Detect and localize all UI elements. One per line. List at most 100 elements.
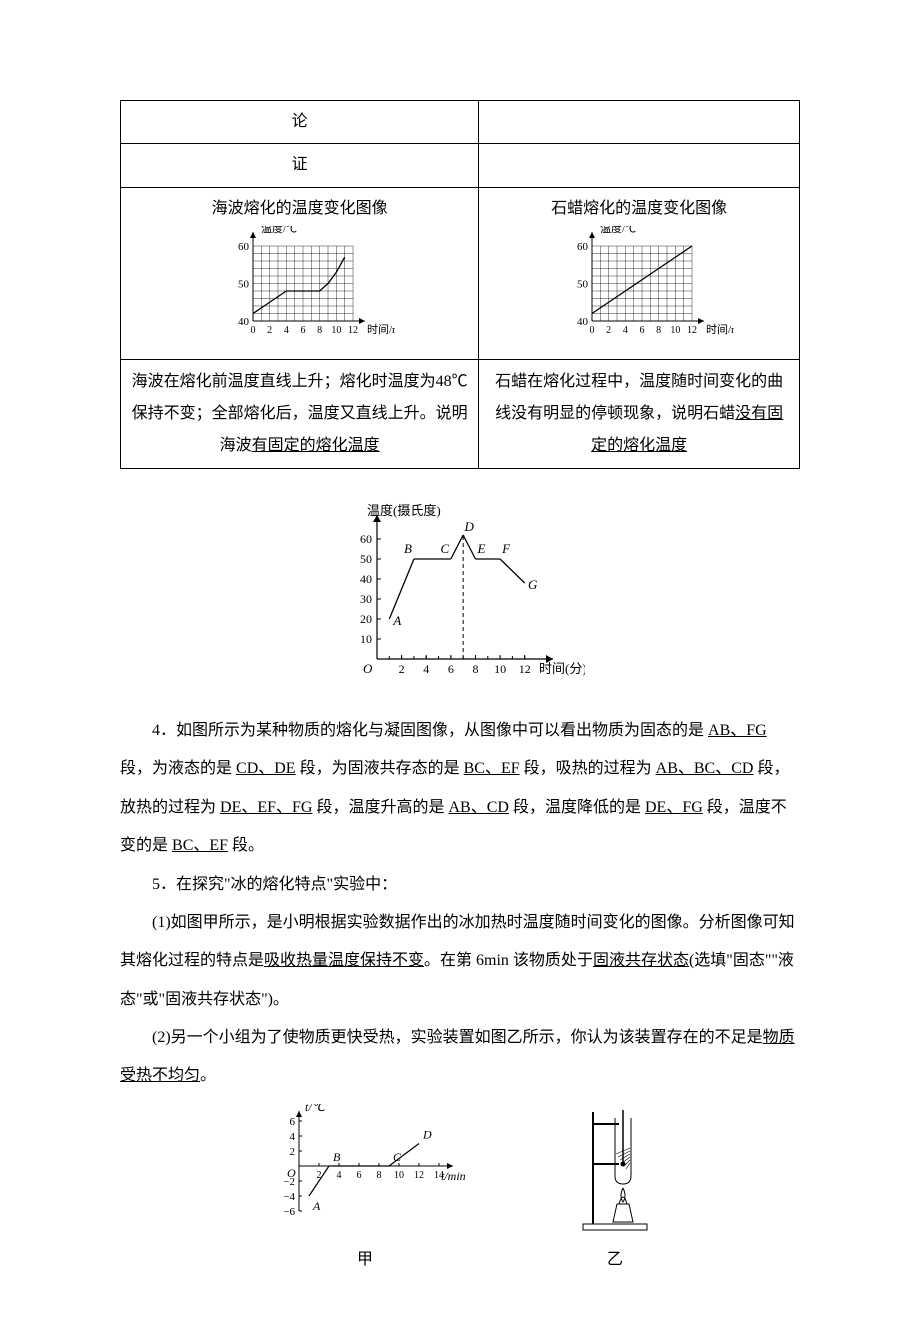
q4-para: 4．如图所示为某种物质的熔化与凝固图像，从图像中可以看出物质为固态的是 AB、F… [120,712,800,866]
svg-text:50: 50 [360,552,372,566]
chart2-cell: 石蜡熔化的温度变化图像 405060024681012温度/℃时间/min [479,187,800,359]
q4-t2: 段，为液态的是 [120,760,236,777]
svg-text:10: 10 [331,325,341,336]
svg-text:6: 6 [300,325,305,336]
q5-p1-ans1: 吸收热量温度保持不变 [264,952,424,969]
svg-text:40: 40 [360,572,372,586]
desc1-cell: 海波在熔化前温度直线上升；熔化时温度为48℃保持不变；全部熔化后，温度又直线上升… [121,359,479,468]
fig34-row: −6−4−22462468101214Ot/℃t/minABCD 甲 乙 [120,1104,800,1276]
svg-text:B: B [333,1150,341,1164]
svg-text:6: 6 [640,325,645,336]
fig3-svg: −6−4−22462468101214Ot/℃t/minABCD [265,1104,465,1234]
row-lun-left: 论 [121,101,479,144]
svg-text:D: D [463,519,474,534]
fig4-caption: 乙 [575,1245,655,1275]
q4-a7: DE、FG [645,799,703,816]
svg-text:2: 2 [290,1146,296,1158]
svg-text:A: A [312,1199,321,1213]
q4-a1: AB、FG [708,722,767,739]
svg-text:O: O [287,1166,296,1180]
svg-text:t/min: t/min [441,1169,465,1183]
svg-text:12: 12 [348,325,358,336]
q5-p1b: 。在第 6min 该物质处于 [424,952,593,969]
q4-a5: DE、EF、FG [220,799,312,816]
svg-text:60: 60 [577,241,589,253]
fig4-svg [575,1104,655,1234]
chart1-title: 海波熔化的温度变化图像 [129,194,470,224]
svg-text:40: 40 [577,316,589,328]
svg-text:4: 4 [623,325,628,336]
q4-a2: CD、DE [236,760,296,777]
comparison-table: 论 证 海波熔化的温度变化图像 405060024681012温度/℃时间/mi… [120,100,800,469]
svg-text:A: A [392,613,401,628]
svg-text:2: 2 [399,662,405,676]
svg-text:O: O [363,661,373,676]
svg-text:8: 8 [472,662,478,676]
q5-p2b: 。 [200,1067,216,1084]
svg-text:时间(分): 时间(分) [539,661,585,676]
q5-p2: (2)另一个小组为了使物质更快受热，实验装置如图乙所示，你认为该装置存在的不足是… [120,1019,800,1096]
svg-text:C: C [441,541,450,556]
svg-text:时间/min: 时间/min [367,323,395,336]
q4-t6: 段，温度升高的是 [312,799,448,816]
fig4-wrap: 乙 [575,1104,655,1276]
svg-text:6: 6 [290,1116,296,1128]
svg-text:温度/℃: 温度/℃ [261,226,297,235]
svg-text:4: 4 [337,1170,342,1181]
desc2-cell: 石蜡在熔化过程中，温度随时间变化的曲线没有明显的停顿现象，说明石蜡没有固定的熔化… [479,359,800,468]
q4-t7: 段，温度降低的是 [509,799,645,816]
svg-text:60: 60 [360,532,372,546]
fig2-wrap: 10203040506024681012O温度(摄氏度)时间(分)ABCDEFG [120,499,800,700]
svg-text:40: 40 [238,316,250,328]
svg-text:E: E [476,541,485,556]
svg-text:−6: −6 [283,1206,295,1218]
svg-text:G: G [528,577,538,592]
svg-text:6: 6 [448,662,454,676]
svg-text:10: 10 [671,325,681,336]
q4-a8: BC、EF [172,837,228,854]
svg-text:F: F [501,541,511,556]
q4-t1: 4．如图所示为某种物质的熔化与凝固图像，从图像中可以看出物质为固态的是 [152,722,708,739]
svg-text:8: 8 [377,1170,382,1181]
svg-text:2: 2 [606,325,611,336]
svg-text:C: C [393,1150,402,1164]
row-zheng-left: 证 [121,144,479,187]
fig3-wrap: −6−4−22462468101214Ot/℃t/minABCD 甲 [265,1104,465,1276]
svg-text:−4: −4 [283,1191,295,1203]
chart1-svg: 40 50 60 0 2 46 8 10 12 温度/℃ 时间/min [205,226,395,341]
svg-text:12: 12 [519,662,531,676]
svg-text:8: 8 [317,325,322,336]
svg-text:10: 10 [494,662,506,676]
q5-p1: (1)如图甲所示，是小明根据实验数据作出的冰加热时温度随时间变化的图像。分析图像… [120,904,800,1019]
svg-text:10: 10 [394,1170,404,1181]
svg-text:30: 30 [360,592,372,606]
svg-text:温度/℃: 温度/℃ [600,226,636,235]
svg-text:4: 4 [284,325,289,336]
chart2-svg: 40 50 60 02 4 68 10 12 温度/℃ 时间/min [544,226,734,341]
svg-text:6: 6 [357,1170,362,1181]
svg-text:4: 4 [290,1131,296,1143]
svg-text:20: 20 [360,612,372,626]
svg-text:12: 12 [414,1170,424,1181]
svg-text:50: 50 [238,279,250,291]
q5-head: 5．在探究"冰的熔化特点"实验中： [120,866,800,904]
svg-text:8: 8 [656,325,661,336]
fig2-svg: 10203040506024681012O温度(摄氏度)时间(分)ABCDEFG [335,499,585,689]
fig3-caption: 甲 [265,1245,465,1275]
svg-text:0: 0 [250,325,255,336]
q4-t3: 段，为固液共存态的是 [296,760,464,777]
svg-text:60: 60 [238,241,250,253]
q4-a4: AB、BC、CD [656,760,754,777]
svg-text:2: 2 [267,325,272,336]
row-zheng-right [479,144,800,187]
svg-text:0: 0 [590,325,595,336]
svg-text:4: 4 [423,662,429,676]
desc1-under: 有固定的熔化温度 [252,437,380,454]
svg-text:时间/min: 时间/min [706,323,734,336]
q4-t9: 段。 [228,837,264,854]
svg-text:10: 10 [360,632,372,646]
svg-text:12: 12 [687,325,697,336]
svg-text:t/℃: t/℃ [305,1104,327,1114]
svg-text:50: 50 [577,279,589,291]
q4-a6: AB、CD [449,799,509,816]
